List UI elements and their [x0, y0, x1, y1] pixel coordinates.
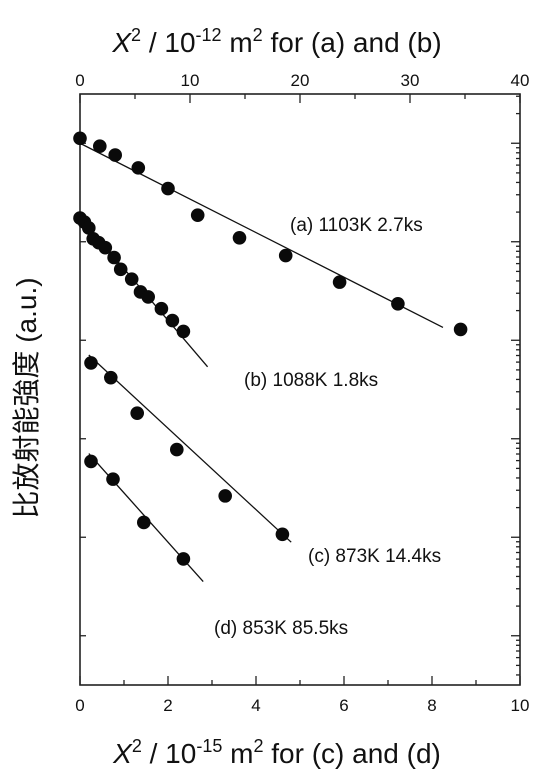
data-point: [278, 248, 293, 263]
data-point: [176, 552, 191, 566]
top-tick-label: 20: [291, 71, 310, 90]
data-point: [137, 515, 151, 530]
data-point: [82, 221, 96, 235]
data-point: [107, 250, 121, 265]
axis-ticks: [79, 94, 521, 685]
bottom-tick-label: 0: [75, 696, 84, 715]
data-points: [73, 131, 468, 566]
data-point: [84, 356, 98, 370]
data-point: [176, 324, 191, 339]
data-point: [391, 297, 405, 311]
data-point: [130, 406, 144, 420]
data-point: [170, 442, 184, 457]
series-label: (c) 873K 14.4ks: [308, 546, 441, 567]
bottom-tick-label: 6: [339, 696, 348, 715]
data-point: [106, 472, 120, 486]
fit-lines: [79, 142, 444, 583]
data-point: [141, 290, 155, 304]
series-label: (a) 1103K 2.7ks: [290, 215, 423, 236]
data-point: [98, 240, 113, 255]
data-point: [165, 313, 180, 328]
bottom-tick-label: 2: [163, 696, 172, 715]
data-point: [108, 148, 122, 162]
tick-labels: 0 10 20 30 40 0 2 4 6 8 10: [75, 71, 529, 715]
series-labels: (a) 1103K 2.7ks (b) 1088K 1.8ks (c) 873K 1…: [214, 215, 441, 639]
bottom-axis-label: X2 / 10-15 m2 for (c) and (d): [112, 736, 441, 769]
data-point: [154, 301, 169, 316]
data-point: [275, 527, 290, 542]
data-point: [190, 208, 205, 222]
top-tick-label: 0: [75, 71, 84, 90]
bottom-tick-label: 4: [251, 696, 260, 715]
y-axis-label: 比放射能強度 (a.u.): [11, 277, 42, 518]
data-point: [84, 454, 98, 469]
data-point: [332, 275, 347, 289]
series-label: (b) 1088K 1.8ks: [244, 370, 378, 391]
top-tick-label: 40: [511, 71, 530, 90]
top-tick-label: 30: [401, 71, 420, 90]
data-point: [73, 131, 87, 146]
data-point: [113, 262, 128, 277]
bottom-tick-label: 10: [511, 696, 530, 715]
bottom-tick-label: 8: [427, 696, 436, 715]
data-point: [453, 322, 468, 337]
series-label: (d) 853K 85.5ks: [214, 618, 348, 639]
top-axis-label: X2 / 10-12 m2 for (a) and (b): [111, 25, 441, 58]
data-point: [218, 489, 232, 503]
data-point: [232, 231, 247, 245]
data-point: [104, 370, 118, 385]
data-point: [161, 181, 175, 196]
data-point: [131, 161, 146, 175]
top-tick-label: 10: [181, 71, 200, 90]
fit-line: [88, 354, 292, 543]
data-point: [93, 139, 107, 154]
data-point: [124, 272, 139, 286]
